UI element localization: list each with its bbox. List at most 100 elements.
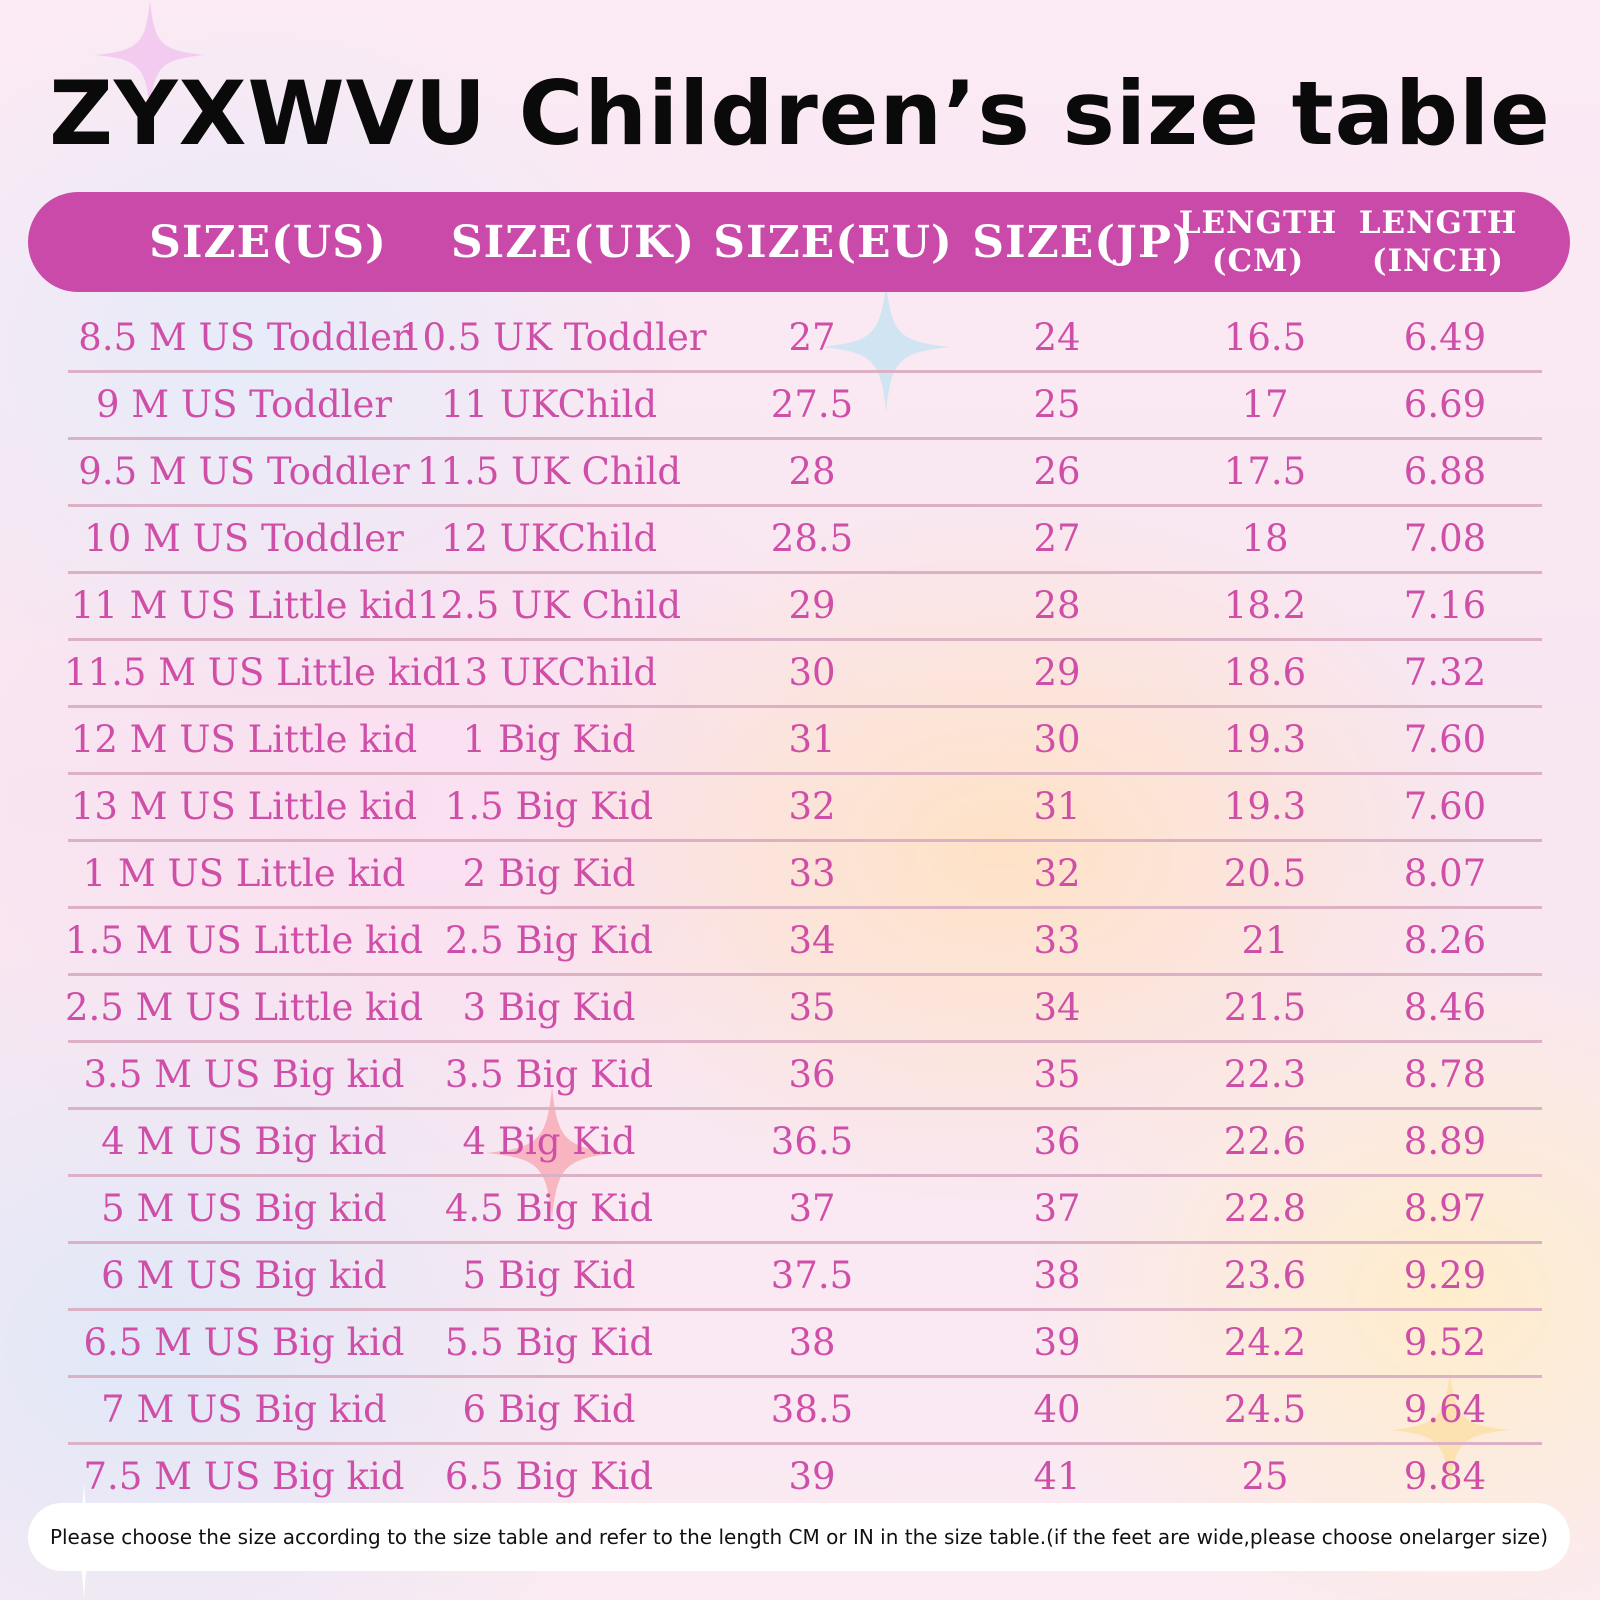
- table-row: 1 M US Little kid 2 Big Kid 33 32 20.5 8.07: [68, 842, 1542, 909]
- cell-size-uk: 5 Big Kid: [462, 1254, 636, 1297]
- table-row: 3.5 M US Big kid 3.5 Big Kid 36 35 22.3 8.78: [68, 1043, 1542, 1110]
- table-row: 2.5 M US Little kid 3 Big Kid 35 34 21.5 8.46: [65, 976, 1542, 1043]
- cell-size-eu: 28.5: [770, 517, 854, 560]
- cell-length-inch: 8.78: [1403, 1053, 1487, 1096]
- cell-length-cm: 22.8: [1223, 1187, 1307, 1230]
- cell-size-us: 4 M US Big kid: [101, 1120, 387, 1163]
- cell-length-inch: 7.16: [1403, 584, 1487, 627]
- cell-size-uk: 1.5 Big Kid: [444, 785, 654, 828]
- cell-size-jp: 41: [1033, 1455, 1081, 1498]
- cell-size-us: 13 M US Little kid: [70, 785, 418, 828]
- cell-length-inch: 9.84: [1403, 1455, 1487, 1498]
- cell-size-us: 8.5 M US Toddler: [78, 316, 410, 359]
- cell-size-eu: 37.5: [770, 1254, 854, 1297]
- table-row: 12 M US Little kid 1 Big Kid 31 30 19.3 7.60: [68, 708, 1542, 775]
- cell-size-uk: 11 UKChild: [440, 383, 658, 426]
- cell-size-uk: 10.5 UK Toddler: [399, 316, 707, 359]
- cell-size-uk: 11.5 UK Child: [416, 450, 682, 493]
- cell-length-inch: 8.26: [1403, 919, 1487, 962]
- cell-length-cm: 19.3: [1223, 718, 1307, 761]
- sparkle-icon: [821, 282, 951, 412]
- cell-size-uk: 12 UKChild: [440, 517, 658, 560]
- table-row: 13 M US Little kid 1.5 Big Kid 32 31 19.3 7.6…: [68, 775, 1542, 842]
- cell-length-inch: 7.08: [1403, 517, 1487, 560]
- size-table-body: 8.5 M US Toddler 10.5 UK Toddler 27 24 16.5 6…: [64, 306, 1542, 1509]
- header-size-us: SIZE(US): [149, 216, 387, 268]
- cell-size-uk: 6.5 Big Kid: [444, 1455, 654, 1498]
- cell-size-us: 1 M US Little kid: [82, 852, 406, 895]
- cell-length-inch: 8.97: [1403, 1187, 1487, 1230]
- cell-size-jp: 39: [1033, 1321, 1081, 1364]
- cell-length-cm: 17.5: [1223, 450, 1307, 493]
- cell-size-us: 3.5 M US Big kid: [83, 1053, 405, 1096]
- cell-size-eu: 39: [788, 1455, 836, 1498]
- cell-size-uk: 3.5 Big Kid: [444, 1053, 654, 1096]
- page-title: ZYXWVU Children’s size table: [49, 62, 1551, 165]
- cell-size-us: 1.5 M US Little kid: [64, 919, 424, 962]
- cell-size-jp: 27: [1033, 517, 1081, 560]
- cell-length-cm: 24.2: [1223, 1321, 1307, 1364]
- cell-size-uk: 3 Big Kid: [462, 986, 636, 1029]
- cell-length-cm: 20.5: [1223, 852, 1307, 895]
- cell-size-jp: 35: [1033, 1053, 1081, 1096]
- table-row: 11 M US Little kid 12.5 UK Child 29 28 18.2 7…: [68, 574, 1542, 641]
- cell-size-jp: 24: [1033, 316, 1081, 359]
- cell-length-cm: 19.3: [1223, 785, 1307, 828]
- cell-size-jp: 30: [1033, 718, 1081, 761]
- cell-size-jp: 25: [1033, 383, 1081, 426]
- header-size-eu: SIZE(EU): [713, 216, 953, 268]
- cell-size-jp: 32: [1033, 852, 1081, 895]
- table-row: 6.5 M US Big kid 5.5 Big Kid 38 39 24.2 9.52: [68, 1311, 1542, 1378]
- cell-size-eu: 29: [788, 584, 836, 627]
- cell-size-us: 6 M US Big kid: [101, 1254, 387, 1297]
- cell-length-inch: 7.60: [1403, 718, 1487, 761]
- cell-length-cm: 18: [1241, 517, 1289, 560]
- cell-size-eu: 31: [788, 718, 836, 761]
- cell-length-inch: 8.07: [1403, 852, 1487, 895]
- cell-size-us: 7 M US Big kid: [101, 1388, 387, 1431]
- cell-size-jp: 33: [1033, 919, 1081, 962]
- cell-size-us: 5 M US Big kid: [101, 1187, 387, 1230]
- cell-length-inch: 9.52: [1403, 1321, 1487, 1364]
- cell-length-inch: 9.64: [1403, 1388, 1487, 1431]
- cell-size-eu: 38.5: [770, 1388, 854, 1431]
- table-row: 11.5 M US Little kid 13 UKChild 30 29 18.6 7.…: [64, 641, 1542, 708]
- cell-size-jp: 40: [1033, 1388, 1081, 1431]
- table-row: 8.5 M US Toddler 10.5 UK Toddler 27 24 16.5 6…: [68, 306, 1542, 373]
- cell-size-eu: 36.5: [770, 1120, 854, 1163]
- cell-size-us: 12 M US Little kid: [70, 718, 418, 761]
- cell-size-us: 9 M US Toddler: [95, 383, 393, 426]
- cell-length-inch: 9.29: [1403, 1254, 1487, 1297]
- cell-size-jp: 38: [1033, 1254, 1081, 1297]
- cell-length-cm: 21: [1241, 919, 1289, 962]
- cell-size-us: 10 M US Toddler: [84, 517, 404, 560]
- cell-size-uk: 2.5 Big Kid: [444, 919, 654, 962]
- cell-length-cm: 18.2: [1223, 584, 1307, 627]
- table-row: 1.5 M US Little kid 2.5 Big Kid 34 33 21 8.26: [65, 909, 1542, 976]
- cell-size-jp: 31: [1033, 785, 1081, 828]
- cell-size-uk: 13 UKChild: [440, 651, 658, 694]
- table-row: 7.5 M US Big kid 6.5 Big Kid 39 41 25 9.84: [68, 1445, 1542, 1509]
- cell-size-uk: 4 Big Kid: [462, 1120, 636, 1163]
- header-size-uk: SIZE(UK): [450, 216, 696, 268]
- header-length-cm: LENGTH (CM): [1178, 205, 1338, 279]
- cell-size-us: 9.5 M US Toddler: [78, 450, 410, 493]
- cell-size-us: 2.5 M US Little kid: [64, 986, 424, 1029]
- cell-size-uk: 6 Big Kid: [462, 1388, 636, 1431]
- table-row: 4 M US Big kid 4 Big Kid 36.5 36 22.6 8.89: [68, 1110, 1542, 1177]
- table-row: 6 M US Big kid 5 Big Kid 37.5 38 23.6 9.29: [68, 1244, 1542, 1311]
- cell-length-inch: 6.49: [1403, 316, 1487, 359]
- cell-length-inch: 7.32: [1403, 651, 1487, 694]
- cell-length-cm: 21.5: [1223, 986, 1307, 1029]
- cell-size-eu: 36: [788, 1053, 836, 1096]
- cell-size-us: 6.5 M US Big kid: [83, 1321, 405, 1364]
- cell-size-eu: 35: [788, 986, 836, 1029]
- cell-size-us: 11.5 M US Little kid: [64, 651, 446, 694]
- cell-size-us: 7.5 M US Big kid: [83, 1455, 405, 1498]
- cell-size-uk: 2 Big Kid: [462, 852, 636, 895]
- cell-size-uk: 12.5 UK Child: [416, 584, 682, 627]
- cell-size-eu: 38: [788, 1321, 836, 1364]
- table-row: 7 M US Big kid 6 Big Kid 38.5 40 24.5 9.64: [68, 1378, 1542, 1445]
- sparkle-icon: [95, 0, 205, 110]
- header-length-inch: LENGTH (INCH): [1358, 205, 1518, 279]
